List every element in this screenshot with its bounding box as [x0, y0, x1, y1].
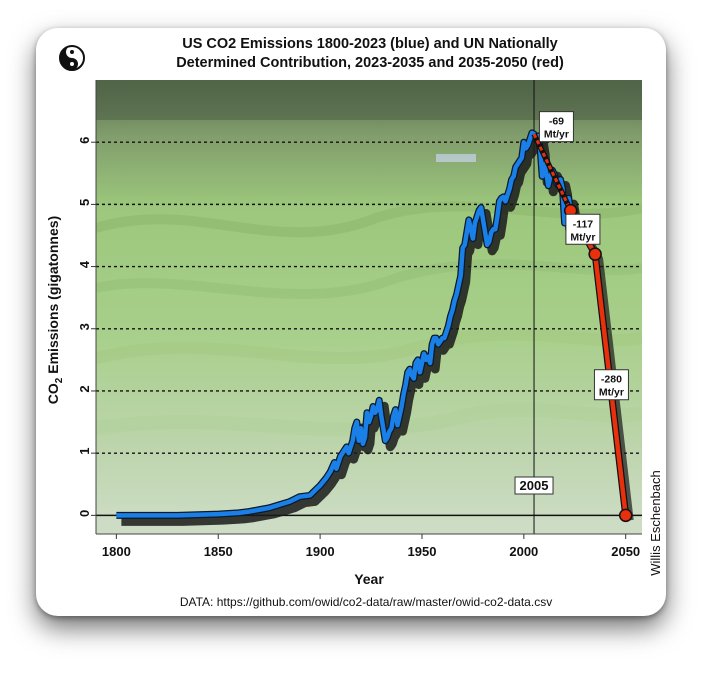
- y-axis-title-rest: Emissions (gigatonnes): [45, 216, 61, 378]
- x-tick-label: 2000: [509, 544, 538, 559]
- y-tick-label: 2: [77, 385, 92, 392]
- y-axis-title: CO2 Emissions (gigatonnes): [45, 216, 65, 404]
- projection-point: [618, 508, 633, 523]
- reference-label-box: [514, 476, 554, 495]
- rate-annotation-box: [565, 213, 601, 245]
- author-signature: Willis Eschenbach: [648, 470, 663, 576]
- y-tick-label: 3: [77, 323, 92, 330]
- y-tick-label: 1: [77, 448, 92, 455]
- x-tick-label: 1900: [306, 544, 335, 559]
- rate-annotation-value: -280: [601, 374, 622, 386]
- rate-annotation-box: [538, 111, 574, 143]
- y-tick-label: 0: [77, 510, 92, 517]
- rate-annotation-value: -69: [549, 116, 564, 128]
- x-axis-title: Year: [354, 571, 384, 587]
- rate-annotation-value: -117: [573, 218, 594, 230]
- y-axis-title-main: CO: [45, 383, 61, 404]
- chart: US CO2 Emissions 1800-2023 (blue) and UN…: [45, 36, 663, 609]
- trend-2005-2023-dashed: [532, 133, 573, 212]
- historical-series-line: [116, 130, 573, 518]
- reference-label: 2005: [520, 478, 549, 493]
- data-source-text: DATA: https://github.com/owid/co2-data/r…: [180, 595, 552, 609]
- rate-annotation-unit: Mt/yr: [599, 387, 624, 399]
- rate-annotation-box: [593, 369, 629, 401]
- x-tick-label: 1950: [408, 544, 437, 559]
- chart-title-line-1: US CO2 Emissions 1800-2023 (blue) and UN…: [182, 36, 558, 52]
- rate-annotation-unit: Mt/yr: [570, 231, 595, 243]
- projection-point: [588, 247, 602, 261]
- y-tick-label: 6: [77, 137, 92, 144]
- x-tick-label: 1850: [204, 544, 233, 559]
- chart-title: US CO2 Emissions 1800-2023 (blue) and UN…: [176, 36, 564, 71]
- x-tick-label: 1800: [102, 544, 131, 559]
- grid-lines: [96, 80, 642, 534]
- y-axis-title-subscript: 2: [54, 377, 65, 383]
- chart-card: US CO2 Emissions 1800-2023 (blue) and UN…: [36, 28, 666, 616]
- yin-yang-logo-icon: [59, 45, 85, 71]
- chart-title-line-2: Determined Contribution, 2023-2035 and 2…: [176, 55, 564, 71]
- plot-background: [96, 80, 642, 534]
- y-tick-label: 4: [77, 260, 92, 268]
- y-tick-label: 5: [77, 199, 92, 206]
- x-axis-ticks: 1800 1850 1900 1950 2000 2050: [102, 534, 640, 559]
- x-tick-label: 2050: [611, 544, 640, 559]
- y-axis-ticks: 0 1 2 3 4 5 6: [77, 137, 96, 517]
- rate-annotation-unit: Mt/yr: [544, 129, 569, 141]
